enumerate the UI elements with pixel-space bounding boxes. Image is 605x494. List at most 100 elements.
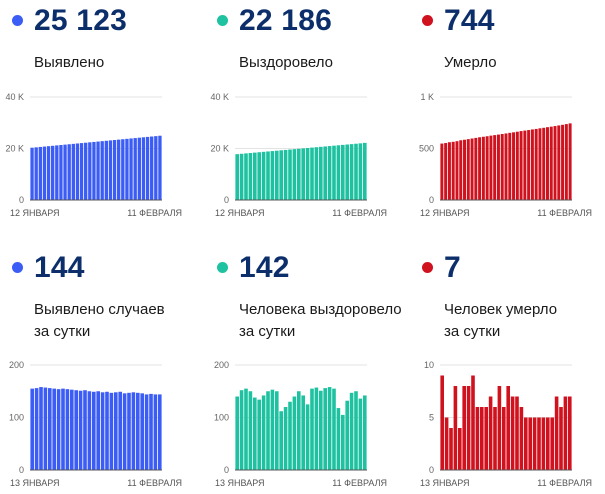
bar <box>561 124 565 200</box>
bar <box>87 391 92 470</box>
bar <box>145 136 150 200</box>
x-start-label: 13 ЯНВАРЯ <box>420 478 470 488</box>
bar <box>301 395 305 470</box>
bar <box>354 143 358 200</box>
bar <box>55 145 59 200</box>
bar <box>537 417 541 470</box>
bar <box>270 151 275 200</box>
bar <box>327 387 332 470</box>
stat-label: Человека выздоровело за сутки <box>239 299 402 343</box>
bar <box>528 417 532 470</box>
bar <box>158 394 162 470</box>
bar <box>71 143 75 200</box>
y-tick-label: 0 <box>19 195 24 205</box>
bar <box>279 150 283 200</box>
bar <box>475 407 480 470</box>
bar <box>248 153 253 200</box>
bar <box>542 127 546 200</box>
bar <box>74 390 78 470</box>
bar <box>46 146 51 200</box>
y-tick-label: 100 <box>9 413 24 423</box>
bar <box>532 417 537 470</box>
bar <box>341 144 345 200</box>
stat-value: 142 <box>239 251 290 284</box>
bar <box>538 128 542 200</box>
bar <box>235 154 239 200</box>
bar <box>136 392 140 470</box>
bar <box>112 140 117 200</box>
bar <box>288 401 292 470</box>
bar <box>358 143 363 200</box>
bar <box>297 148 301 200</box>
bar <box>109 392 114 470</box>
stat-label: Человек умерло за сутки <box>444 299 557 343</box>
bar <box>63 144 67 200</box>
bar <box>550 417 554 470</box>
bar <box>105 391 109 470</box>
x-end-label: 11 ФЕВРАЛЯ <box>537 208 592 218</box>
stat-label-line: Выявлено случаев <box>34 301 165 318</box>
bar <box>292 396 297 470</box>
bar <box>310 147 314 200</box>
bar <box>314 147 319 200</box>
bar <box>153 394 158 470</box>
bar <box>506 386 510 470</box>
bar <box>150 136 154 200</box>
bar <box>149 393 153 471</box>
bar <box>474 137 478 200</box>
bar <box>34 147 38 200</box>
stat-value: 744 <box>444 4 495 37</box>
bar <box>527 130 531 200</box>
bar <box>515 396 519 470</box>
bar <box>121 139 125 200</box>
bar <box>332 388 336 471</box>
y-tick-label: 5 <box>429 413 434 423</box>
bar <box>310 388 314 471</box>
y-tick-label: 0 <box>19 465 24 475</box>
bar <box>42 146 47 200</box>
bar <box>79 143 84 200</box>
bar <box>466 386 471 470</box>
bar <box>327 146 332 200</box>
bar <box>114 392 118 470</box>
bar <box>341 414 345 471</box>
bar <box>440 143 444 200</box>
bar <box>92 141 96 200</box>
stat-label: Умерло <box>444 52 497 74</box>
bar <box>43 387 48 470</box>
bar <box>133 138 137 200</box>
bar <box>332 145 336 200</box>
bar <box>96 141 100 200</box>
bar <box>52 388 56 471</box>
x-start-label: 12 ЯНВАРЯ <box>215 208 265 218</box>
bar <box>519 407 524 470</box>
bar <box>244 388 248 471</box>
status-dot-icon <box>217 262 228 273</box>
bar <box>70 389 74 470</box>
y-tick-label: 20 K <box>5 144 24 154</box>
bar <box>275 150 279 200</box>
y-tick-label: 10 <box>424 360 434 370</box>
bar <box>440 375 444 470</box>
bar <box>523 130 527 200</box>
stat-label-line: Человек умерло <box>444 301 558 318</box>
stat-label-line: за сутки <box>239 323 296 340</box>
x-start-label: 13 ЯНВАРЯ <box>215 478 265 488</box>
stat-card: 744 Умерло <box>410 0 605 247</box>
bar <box>270 389 275 470</box>
y-tick-label: 100 <box>214 413 229 423</box>
bar <box>444 143 448 200</box>
bar <box>305 404 310 471</box>
bar <box>122 393 127 470</box>
bar <box>493 407 497 470</box>
bar <box>244 153 248 200</box>
bar <box>288 149 292 200</box>
bar <box>493 135 497 200</box>
bar <box>319 146 323 200</box>
bar <box>83 390 87 470</box>
bar <box>358 398 363 470</box>
x-end-label: 11 ФЕВРАЛЯ <box>332 208 387 218</box>
bar <box>118 391 122 470</box>
